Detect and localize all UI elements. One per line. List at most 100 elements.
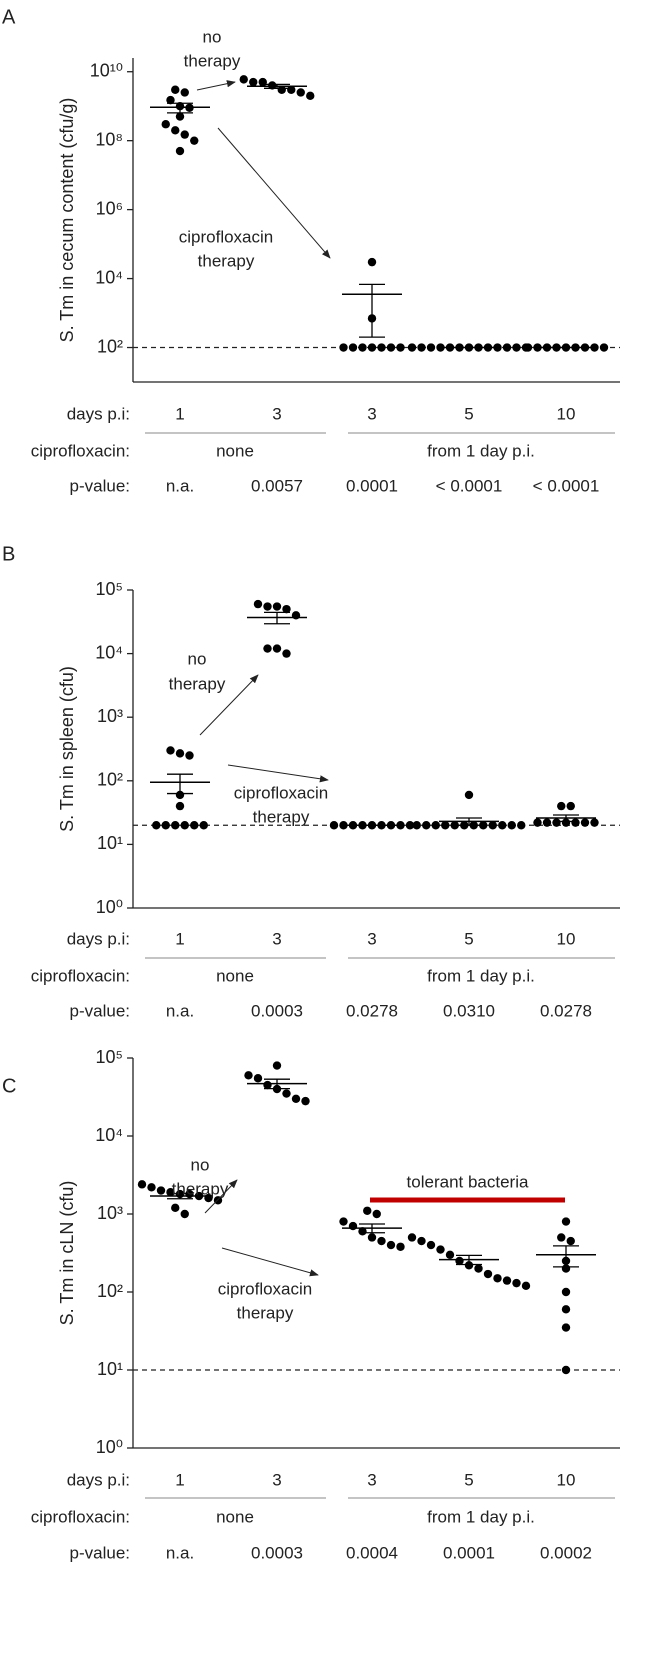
data-dot <box>171 126 180 135</box>
y-axis-label: S. Tm in spleen (cfu) <box>57 666 77 832</box>
data-dot <box>367 1233 377 1242</box>
data-dot <box>493 1274 502 1283</box>
annotation: therapy <box>169 674 226 693</box>
data-dot <box>282 1089 291 1098</box>
treatment-label: from 1 day p.i. <box>427 1507 535 1526</box>
data-dot <box>502 343 512 352</box>
annotation-arrow <box>204 1179 238 1214</box>
data-dot <box>253 1074 263 1083</box>
data-dot <box>542 818 552 827</box>
p-value: 0.0278 <box>346 1001 398 1020</box>
data-dot <box>175 790 185 800</box>
y-tick-label: 10¹⁰ <box>90 60 123 80</box>
row-label: days p.i: <box>67 929 130 948</box>
data-dot <box>377 343 386 352</box>
y-tick-label: 10⁶ <box>96 198 123 218</box>
highlight-label: tolerant bacteria <box>407 1172 529 1191</box>
p-value: n.a. <box>166 476 194 495</box>
data-dot <box>512 1278 521 1288</box>
data-dot <box>407 1233 417 1242</box>
data-dot <box>372 1209 381 1219</box>
data-dot <box>268 81 277 90</box>
data-dot <box>339 343 348 352</box>
data-dot <box>507 821 516 830</box>
data-dot <box>152 821 161 830</box>
y-tick-label: 10³ <box>97 1203 123 1223</box>
treatment-label: none <box>216 966 254 985</box>
annotation-arrow <box>221 1247 319 1277</box>
data-dot <box>417 1236 426 1246</box>
data-dot <box>396 343 405 352</box>
row-label: ciprofloxacin: <box>31 1507 130 1526</box>
annotation-arrow <box>199 674 259 736</box>
day-label: 5 <box>464 929 473 948</box>
data-dot <box>533 818 542 827</box>
day-label: 3 <box>367 1470 376 1489</box>
data-dot <box>166 95 175 105</box>
p-value: 0.0001 <box>443 1543 495 1562</box>
y-tick-label: 10¹ <box>97 833 123 853</box>
data-dot <box>571 818 580 827</box>
data-dot <box>358 1227 367 1236</box>
data-dot <box>363 1206 372 1215</box>
data-dot <box>377 1236 386 1246</box>
data-dot <box>464 1261 474 1270</box>
data-dot <box>488 821 497 830</box>
annotation-arrow <box>217 127 331 259</box>
p-value: 0.0002 <box>540 1543 592 1562</box>
data-dot <box>348 343 358 352</box>
row-label: p-value: <box>70 1001 130 1020</box>
day-label: 5 <box>464 1470 473 1489</box>
data-dot <box>450 821 459 830</box>
data-dot <box>502 1276 512 1285</box>
y-tick-label: 10⁰ <box>96 1437 123 1457</box>
data-dot <box>190 821 199 830</box>
data-dot <box>301 1096 310 1106</box>
y-tick-label: 10³ <box>97 706 123 726</box>
data-dot <box>386 343 396 352</box>
row-label: days p.i: <box>67 1470 130 1489</box>
annotation-arrow <box>227 764 329 783</box>
panel-label: A <box>2 6 16 28</box>
p-value: 0.0003 <box>251 1001 303 1020</box>
data-dot <box>156 1186 166 1195</box>
data-dot <box>306 91 315 101</box>
data-dot <box>287 85 296 94</box>
data-dot <box>239 75 248 84</box>
row-label: days p.i: <box>67 404 130 423</box>
y-tick-label: 10⁵ <box>96 579 123 599</box>
data-dot <box>175 146 185 156</box>
p-value: 0.0001 <box>346 476 398 495</box>
day-label: 3 <box>272 929 281 948</box>
p-value: n.a. <box>166 1543 194 1562</box>
data-dot <box>249 77 258 87</box>
data-dot <box>161 120 170 129</box>
data-dot <box>426 343 436 352</box>
data-dot <box>599 343 609 352</box>
data-dot <box>483 1269 493 1279</box>
data-dot <box>171 1203 180 1213</box>
data-dot <box>561 1365 571 1375</box>
data-dot <box>580 818 590 827</box>
y-tick-label: 10⁰ <box>96 897 123 917</box>
data-dot <box>523 343 533 352</box>
p-value: 0.0278 <box>540 1001 592 1020</box>
data-dot <box>166 746 175 755</box>
data-dot <box>386 1240 396 1250</box>
data-dot <box>175 801 185 811</box>
day-label: 10 <box>557 404 576 423</box>
data-dot <box>590 818 599 827</box>
row-label: p-value: <box>70 476 130 495</box>
data-dot <box>557 801 566 811</box>
data-dot <box>180 130 189 139</box>
annotation: no <box>191 1155 210 1174</box>
data-dot <box>417 343 426 352</box>
data-dot <box>329 821 339 830</box>
data-dot <box>426 1240 436 1250</box>
annotation: therapy <box>172 1179 229 1198</box>
day-label: 5 <box>464 404 473 423</box>
data-dot <box>566 801 575 811</box>
data-dot <box>199 821 208 830</box>
data-dot <box>339 1217 348 1226</box>
